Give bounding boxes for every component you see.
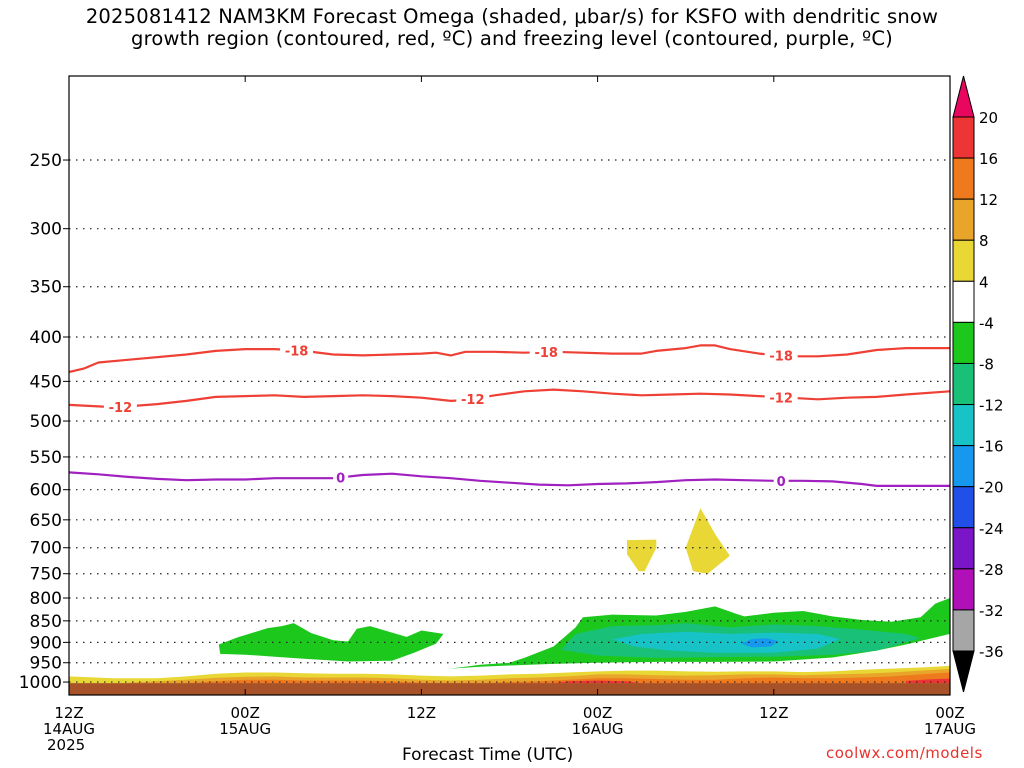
colorbar-band-4 [952,280,975,323]
colorbar-bottom-arrow [952,650,975,693]
y-tick-label-500: 500 [30,412,62,432]
contour-labels: -18 -18 -18 -12 -12 -12 0 0 [103,343,798,490]
colorbar-label-5: -4 [979,314,994,332]
y-tick-label-600: 600 [30,481,62,501]
colorbar-label-8: -16 [979,438,1004,456]
contour-label-1-2: -12 [769,391,793,406]
colorbar-label-4: 4 [979,273,989,291]
chart-title: 2025081412 NAM3KM Forecast Omega (shaded… [0,6,1024,50]
chart-title-line-1: 2025081412 NAM3KM Forecast Omega (shaded… [85,5,939,28]
omega-colorbar: 20 16 12 8 4 -4 -8 -12 -16 -20 -24 -28 -32 -36 [952,75,1004,693]
contour-label-2-1: 0 [777,475,786,490]
x-tick-label-0-2: 14AUG [43,720,95,738]
omega-region-6 [685,508,730,574]
y-tick-label-1000: 1000 [19,673,62,693]
omega-region-3 [612,631,840,653]
y-tick-label-800: 800 [30,589,62,609]
x-tick-label-3-2: 16AUG [572,720,624,738]
contour-label-0-0: -18 [285,344,309,359]
credit-link[interactable]: coolwx.com/models [826,744,983,762]
colorbar-label-1: 16 [979,150,998,168]
y-tick-label-400: 400 [30,328,62,348]
colorbar-band-11 [952,568,975,611]
y-tick-label-750: 750 [30,565,62,585]
x-tick-label-4-1: 12Z [759,704,788,722]
colorbar-band-12 [952,609,975,652]
y-tick-label-300: 300 [30,220,62,240]
omega-shading-layer [69,508,950,695]
colorbar-label-3: 8 [979,232,989,250]
colorbar-band-2 [952,198,975,241]
y-tick-label-850: 850 [30,612,62,632]
x-tick-label-0-3: 2025 [47,736,85,754]
y-tick-label-350: 350 [30,278,62,298]
x-tick-label-1-1: 00Z [231,704,260,722]
colorbar-band-0 [952,116,975,159]
pressure-gridlines [69,159,950,683]
colorbar-label-2: 12 [979,191,998,209]
plot-frame [68,75,951,696]
x-tick-label-3-1: 00Z [583,704,612,722]
contour-line--18 [69,344,950,374]
contour-label-1-0: -12 [109,401,133,416]
colorbar-label-10: -24 [979,520,1004,538]
colorbar-band-6 [952,362,975,406]
colorbar-band-10 [952,527,975,570]
temperature-contours [69,344,950,487]
contour-line-0 [69,471,950,487]
contour-label-bg-1-0 [103,399,137,414]
contour-label-bg-0-1 [529,345,563,360]
contour-label-bg-0-0 [280,343,314,358]
y-tick-label-250: 250 [30,151,62,171]
contour-label-0-1: -18 [534,346,558,361]
x-tick-label-0-1: 12Z [54,704,83,722]
y-tick-label-900: 900 [30,633,62,653]
colorbar-label-9: -20 [979,479,1004,497]
terrain-layer [69,683,950,695]
contour-label-bg-2-1 [773,473,789,488]
colorbar-label-12: -32 [979,602,1004,620]
y-tick-label-550: 550 [30,448,62,468]
omega-region-5 [627,539,657,572]
chart-title-line-2: growth region (contoured, red, ºC) and f… [131,27,893,50]
colorbar-label-11: -28 [979,561,1004,579]
x-tick-label-5-2: 17AUG [924,720,976,738]
x-tick-label-5-1: 00Z [935,704,964,722]
contour-line--12 [69,388,950,409]
contour-label-bg-2-0 [333,470,349,485]
colorbar-top-arrow [952,75,975,118]
x-tick-label-1-2: 15AUG [219,720,271,738]
y-tick-label-700: 700 [30,539,62,559]
contour-label-0-2: -18 [769,350,793,365]
colorbar-label-13: -36 [979,643,1004,661]
colorbar-label-6: -8 [979,355,994,373]
x-axis-label: Forecast Time (UTC) [402,745,574,765]
colorbar-label-7: -12 [979,397,1004,415]
omega-region-0 [218,623,444,662]
y-tick-label-450: 450 [30,372,62,392]
contour-label-bg-0-2 [764,348,798,363]
colorbar-band-1 [952,157,975,200]
colorbar-band-5 [952,321,975,364]
y-tick-label-650: 650 [30,511,62,531]
colorbar-band-9 [952,486,975,529]
omega-region-4 [741,638,779,648]
contour-label-1-1: -12 [461,393,485,408]
pressure-axis: 2503003504004505005506006507007508008509… [19,151,69,693]
colorbar-band-7 [952,404,975,447]
y-tick-label-950: 950 [30,654,62,674]
colorbar-band-8 [952,445,975,488]
contour-label-bg-1-2 [764,390,798,405]
colorbar-label-0: 20 [979,109,998,127]
contour-label-bg-1-1 [456,391,490,406]
contour-label-2-0: 0 [336,471,345,486]
omega-region-10 [553,680,642,684]
x-tick-label-2-1: 12Z [407,704,436,722]
colorbar-band-3 [952,239,975,282]
terrain-fill [69,683,950,695]
